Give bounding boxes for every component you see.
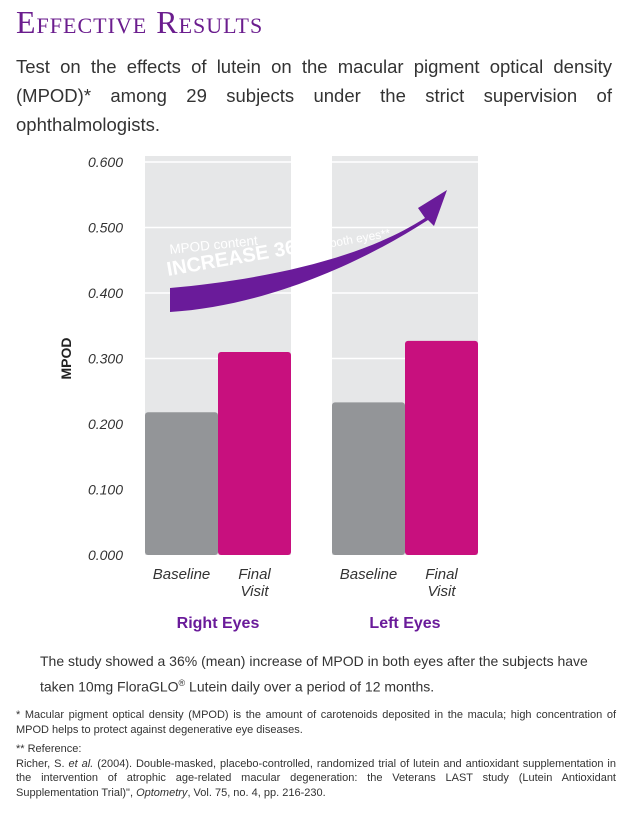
y-tick-label: 0.300: [88, 351, 123, 367]
reference-citation: Richer, S. et al. (2004). Double-masked,…: [16, 757, 616, 801]
summary-pre: The study showed a 36% (mean) increase o…: [40, 653, 588, 695]
registered-mark: ®: [178, 678, 186, 688]
group-label-right-eyes: Right Eyes: [177, 615, 260, 632]
category-label: Visit: [240, 583, 269, 600]
category-label: Final: [425, 566, 458, 583]
mpod-footnote: * Macular pigment optical density (MPOD)…: [16, 709, 616, 736]
y-tick-label: 0.000: [88, 547, 123, 563]
category-label: Visit: [427, 583, 456, 600]
increase-arrow: [170, 190, 447, 312]
mpod-bar-chart: 0.000 0.100 0.200 0.300 0.400 0.500 0.600 MPOD B…: [58, 154, 478, 632]
bar-baseline-right: [145, 412, 218, 555]
y-tick-label: 0.100: [88, 482, 123, 498]
y-tick-label: 0.600: [88, 154, 123, 170]
y-tick-label: 0.400: [88, 285, 123, 301]
citation-et-al: et al.: [68, 757, 94, 770]
group-label-left-eyes: Left Eyes: [369, 615, 440, 632]
citation-authors: Richer, S.: [16, 757, 69, 770]
study-summary: The study showed a 36% (mean) increase o…: [40, 650, 610, 698]
category-label: Final: [238, 566, 271, 583]
bar-baseline-left: [332, 402, 405, 555]
y-axis-label: MPOD: [58, 338, 74, 380]
y-tick-label: 0.500: [88, 220, 123, 236]
summary-post: Lutein daily over a period of 12 months.: [185, 678, 435, 695]
page-title: Effective Results: [16, 4, 264, 40]
intro-text: Test on the effects of lutein on the mac…: [16, 56, 612, 135]
reference-label: ** Reference:: [16, 743, 82, 755]
citation-journal: Optometry: [136, 786, 188, 799]
bar-final-visit-left: [405, 340, 478, 555]
bar-final-visit-right: [218, 351, 291, 555]
category-label: Baseline: [153, 566, 211, 583]
citation-title: (2004). Double-masked, placebo-controlle…: [16, 757, 616, 799]
footnotes: * Macular pigment optical density (MPOD)…: [16, 708, 616, 800]
citation-volume: , Vol. 75, no. 4, pp. 216-230.: [187, 786, 326, 799]
category-label: Baseline: [340, 566, 398, 583]
y-tick-label: 0.200: [88, 416, 123, 432]
